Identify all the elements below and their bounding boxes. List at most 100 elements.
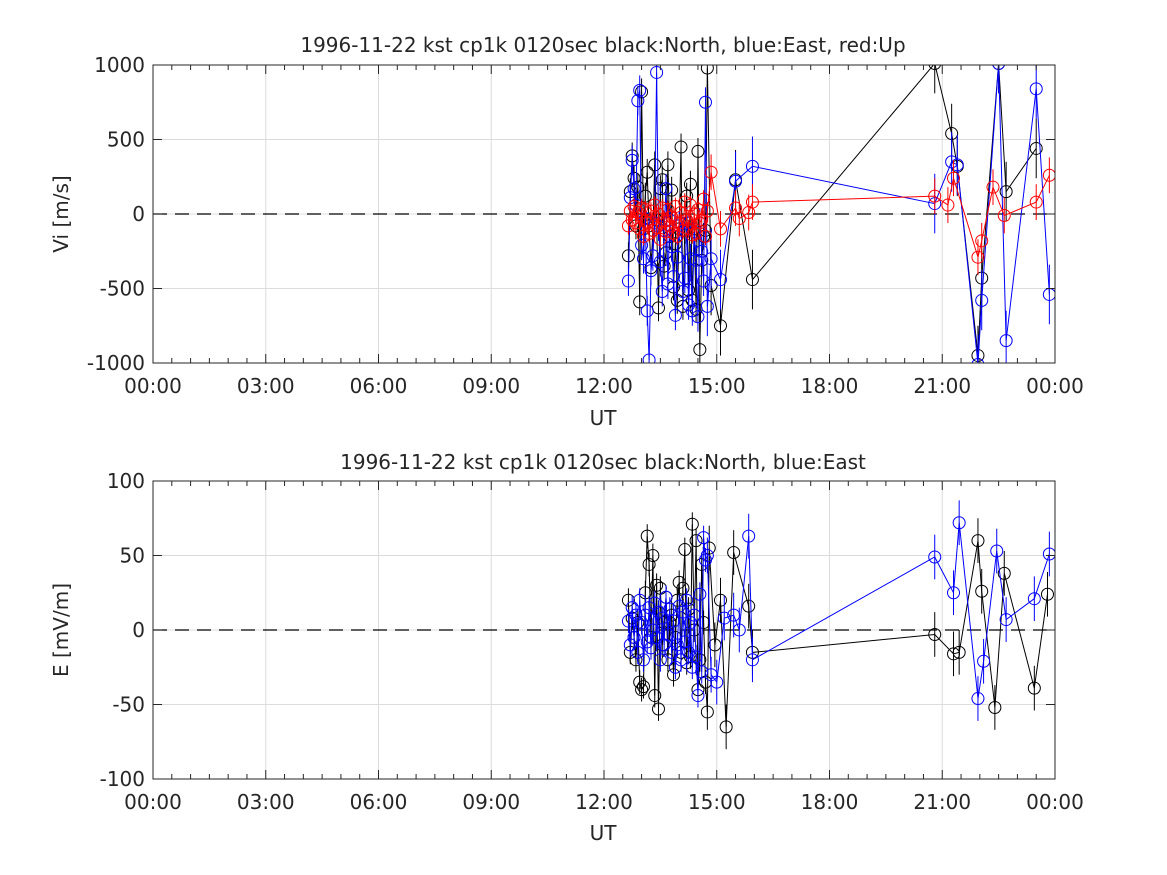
velocity-data-point: [659, 182, 673, 196]
velocity-data-point: [700, 65, 714, 75]
efield-data-point: [990, 544, 1004, 558]
velocity-plot-area: [621, 65, 1055, 363]
velocity-data-point: [657, 259, 671, 273]
efield-data-point: [727, 546, 741, 560]
efield-x-tick-label: 15:00: [688, 790, 746, 814]
efield-x-tick-label: 00:00: [1026, 790, 1084, 814]
velocity-data-point: [928, 189, 942, 203]
velocity-y-tick-label: 1000: [94, 53, 145, 77]
efield-y-axis-label: E [mV/m]: [49, 583, 73, 677]
velocity-x-tick-label: 15:00: [688, 374, 746, 398]
efield-data-point: [661, 653, 675, 667]
velocity-data-point: [971, 357, 985, 363]
velocity-chart-title: 1996-11-22 kst cp1k 0120sec black:North,…: [300, 33, 905, 57]
velocity-x-tick-label: 00:00: [124, 374, 182, 398]
efield-x-tick-label: 18:00: [801, 790, 859, 814]
efield-data-point: [700, 705, 714, 719]
velocity-data-point: [668, 308, 682, 322]
efield-data-point: [714, 593, 728, 607]
velocity-data-point: [653, 255, 667, 269]
efield-data-point: [629, 653, 643, 667]
efield-data-point: [638, 608, 652, 622]
velocity-y-tick-label: -1000: [87, 351, 145, 375]
efield-y-tick-label: -100: [100, 767, 145, 791]
efield-data-point: [695, 665, 709, 679]
velocity-data-point: [683, 198, 697, 212]
velocity-x-tick-label: 18:00: [801, 374, 859, 398]
efield-data-point: [667, 614, 681, 628]
velocity-data-point: [693, 343, 707, 357]
efield-data-point: [952, 516, 966, 530]
efield-data-point: [667, 668, 681, 682]
efield-data-point: [661, 627, 675, 641]
efield-chart-title: 1996-11-22 kst cp1k 0120sec black:North,…: [340, 450, 866, 474]
velocity-y-tick-label: -500: [100, 277, 145, 301]
velocity-data-point: [698, 95, 712, 109]
velocity-x-tick-label: 06:00: [350, 374, 408, 398]
efield-series-line: [627, 522, 1050, 699]
velocity-data-point: [648, 158, 662, 172]
velocity-data-point: [947, 171, 961, 185]
velocity-data-point: [621, 274, 635, 288]
efield-data-point: [625, 601, 639, 615]
velocity-data-point: [975, 293, 989, 307]
velocity-data-point: [1029, 195, 1043, 209]
efield-data-point: [683, 616, 697, 630]
velocity-data-point: [714, 273, 728, 287]
velocity-data-point: [693, 216, 707, 230]
efield-data-point: [727, 608, 741, 622]
velocity-data-point: [672, 216, 686, 230]
efield-data-point: [1040, 587, 1054, 601]
efield-data-point: [999, 613, 1013, 627]
efield-data-point: [1027, 592, 1041, 606]
velocity-data-point: [683, 177, 697, 191]
efield-data-point: [636, 653, 650, 667]
efield-data-point: [742, 599, 756, 613]
efield-data-point: [648, 596, 662, 610]
efield-data-point: [928, 550, 942, 564]
velocity-data-point: [683, 252, 697, 266]
efield-data-point: [646, 549, 660, 562]
velocity-data-point: [667, 270, 681, 284]
efield-data-point: [678, 543, 692, 557]
efield-y-tick-label: 0: [132, 618, 145, 642]
efield-y-tick-label: 50: [120, 544, 145, 568]
efield-data-point: [676, 581, 690, 595]
velocity-data-point: [697, 274, 711, 288]
velocity-data-point: [997, 208, 1011, 222]
velocity-data-point: [631, 94, 645, 108]
efield-series-0: [621, 512, 1054, 750]
efield-x-tick-label: 12:00: [575, 790, 633, 814]
velocity-data-point: [950, 158, 964, 172]
velocity-data-point: [971, 250, 985, 264]
efield-data-point: [997, 566, 1011, 580]
efield-data-point: [646, 623, 660, 637]
efield-data-point: [650, 578, 664, 592]
efield-data-point: [682, 645, 696, 659]
efield-x-tick-label: 21:00: [913, 790, 971, 814]
velocity-data-point: [636, 252, 650, 266]
velocity-data-point: [633, 83, 647, 97]
velocity-data-point: [1042, 168, 1055, 182]
velocity-data-point: [745, 273, 759, 287]
velocity-data-point: [633, 295, 647, 309]
velocity-data-point: [627, 182, 641, 196]
velocity-data-point: [700, 299, 714, 313]
velocity-data-point: [655, 201, 669, 215]
efield-data-point: [651, 702, 665, 716]
efield-data-point: [648, 689, 662, 703]
efield-data-point: [988, 700, 1002, 714]
velocity-data-point: [698, 229, 712, 243]
velocity-data-point: [650, 65, 664, 79]
efield-data-point: [627, 630, 641, 644]
velocity-y-tick-label: 500: [107, 128, 145, 152]
efield-plot-area: [621, 500, 1055, 750]
efield-data-point: [640, 529, 654, 543]
efield-data-point: [653, 653, 667, 667]
efield-data-point: [674, 653, 688, 667]
velocity-y-axis-label: Vi [m/s]: [49, 175, 73, 252]
velocity-data-point: [667, 226, 681, 240]
velocity-data-point: [644, 264, 658, 278]
velocity-data-point: [975, 234, 989, 248]
velocity-data-point: [642, 353, 656, 363]
